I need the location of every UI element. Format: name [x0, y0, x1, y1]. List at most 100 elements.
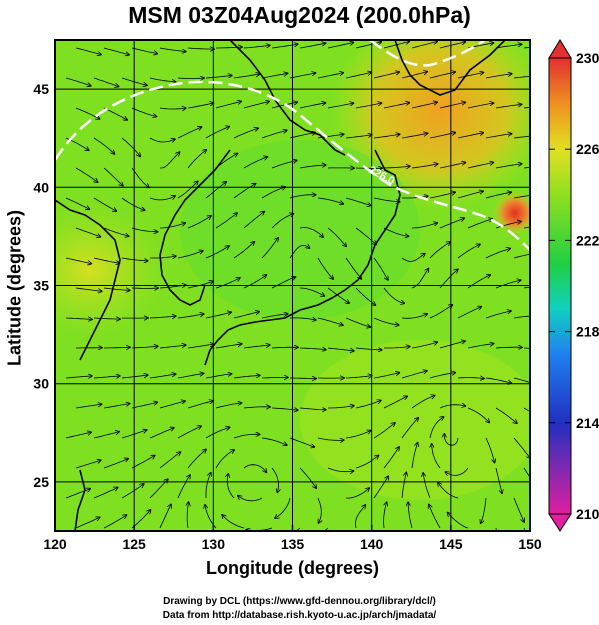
- streamline: [345, 431, 371, 439]
- colorbar-tick-label: 226: [576, 141, 599, 157]
- streamline: [373, 423, 395, 439]
- streamline: [121, 375, 148, 379]
- y-tick-label: 25: [33, 474, 49, 490]
- streamline: [384, 346, 410, 348]
- streamline: [495, 467, 502, 493]
- streamline: [103, 227, 129, 236]
- streamline: [75, 227, 101, 237]
- streamline: [233, 434, 260, 439]
- streamline: [299, 227, 323, 238]
- streamline: [93, 197, 116, 211]
- streamline: [439, 218, 464, 229]
- streamline: [149, 374, 176, 379]
- chart-title: MSM 03Z04Aug2024 (200.0hPa): [128, 2, 471, 28]
- streamline: [327, 347, 354, 351]
- streamline: [467, 344, 494, 349]
- streamline: [261, 238, 278, 259]
- streamline: [317, 197, 343, 204]
- streamline: [327, 467, 354, 472]
- streamline: [408, 502, 413, 529]
- streamline: [513, 75, 530, 79]
- streamline: [93, 318, 120, 319]
- wind-streamlines: [65, 42, 530, 531]
- streamline: [75, 47, 101, 55]
- x-tick-label: 135: [281, 536, 305, 552]
- streamline: [401, 418, 418, 439]
- streamline: [373, 134, 400, 139]
- streamline: [187, 344, 214, 349]
- streamline: [523, 407, 530, 413]
- streamline: [355, 287, 375, 305]
- colorbar-bar: [548, 57, 572, 515]
- streamline: [299, 348, 326, 350]
- streamline: [65, 376, 92, 378]
- streamline: [159, 401, 185, 409]
- streamline: [467, 103, 494, 109]
- streamline: [93, 376, 120, 378]
- streamline: [383, 396, 407, 409]
- streamline: [355, 348, 382, 350]
- streamline: [411, 223, 437, 229]
- streamline: [373, 257, 388, 280]
- streamline: [75, 287, 102, 291]
- streamline: [513, 377, 530, 383]
- streamline: [243, 157, 267, 169]
- streamline: [411, 164, 438, 169]
- streamline: [215, 213, 237, 229]
- x-tick-label: 150: [518, 536, 542, 552]
- x-tick-label: 130: [202, 536, 226, 552]
- streamline: [513, 253, 530, 259]
- streamline: [243, 275, 266, 289]
- streamline: [438, 483, 459, 499]
- streamline: [523, 166, 530, 169]
- streamline: [429, 242, 450, 259]
- streamline: [495, 407, 517, 423]
- streamline: [65, 197, 89, 209]
- streamline: [290, 378, 316, 379]
- streamline: [383, 166, 410, 168]
- streamline: [513, 497, 524, 522]
- streamline: [429, 72, 455, 79]
- streamline: [271, 408, 298, 410]
- streamline: [457, 73, 483, 79]
- streamline: [205, 505, 217, 529]
- y-tick-label: 40: [33, 179, 49, 195]
- x-tick-label: 140: [360, 536, 384, 552]
- streamline: [485, 134, 512, 139]
- streamline: [149, 196, 175, 201]
- streamline: [423, 473, 431, 499]
- streamline: [103, 167, 123, 186]
- streamline: [439, 42, 465, 49]
- streamline: [215, 278, 240, 289]
- streamline: [261, 314, 288, 319]
- streamline: [233, 242, 254, 259]
- streamline: [93, 432, 119, 439]
- streamline: [439, 405, 465, 409]
- streamline: [187, 502, 188, 529]
- streamline: [523, 347, 530, 349]
- streamline: [149, 77, 176, 82]
- streamline: [289, 133, 315, 139]
- streamline: [75, 460, 101, 469]
- streamline: [131, 456, 155, 469]
- streamline: [355, 505, 366, 529]
- streamline: [150, 256, 176, 258]
- streamline: [402, 196, 428, 198]
- streamline: [355, 103, 382, 109]
- streamline: [439, 163, 465, 169]
- streamline: [121, 197, 145, 210]
- streamline: [149, 479, 168, 499]
- colorbar-tick-label: 230: [576, 50, 599, 66]
- colorbar: 230 226 222 218 214 210: [548, 39, 599, 532]
- streamline: [205, 427, 230, 439]
- streamline: [275, 497, 291, 518]
- streamline: [318, 497, 321, 523]
- streamline: [243, 345, 270, 349]
- coast-sakhalin-hokkaido: [394, 40, 506, 96]
- streamline: [439, 102, 465, 109]
- streamline: [75, 404, 102, 409]
- streamline: [401, 472, 406, 499]
- streamline: [327, 287, 349, 303]
- streamline: [345, 257, 361, 279]
- streamline: [355, 400, 381, 409]
